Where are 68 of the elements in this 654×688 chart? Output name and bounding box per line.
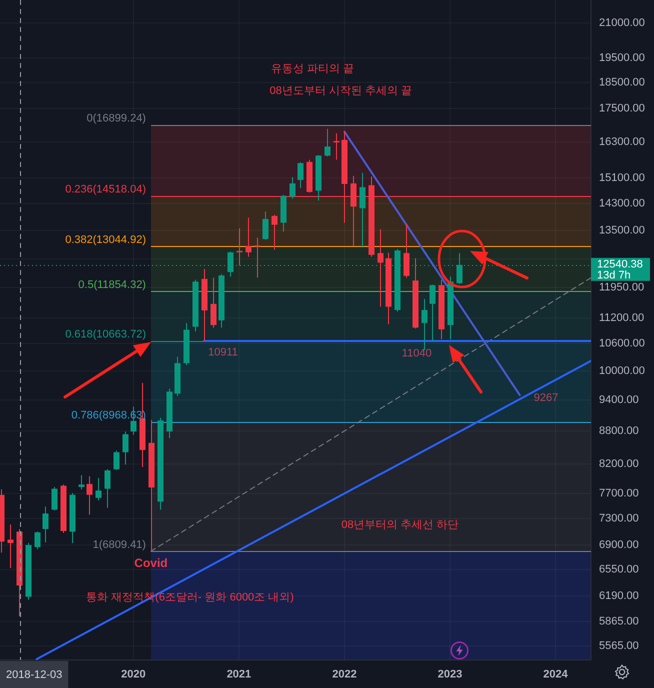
- ref-line-label: 0.382(13044.92): [65, 234, 146, 246]
- candlestick: [104, 468, 110, 508]
- x-tick-label: 2021: [226, 668, 252, 681]
- y-tick-label: 14300.00: [599, 197, 645, 210]
- y-tick-label: 11950.00: [599, 282, 644, 294]
- ref-line-label: 12540.38 13d 7h: [597, 258, 643, 282]
- y-tick-label: 13500.00: [599, 224, 645, 236]
- y-tick-label: 10000.00: [599, 365, 645, 378]
- annotation: 9267: [534, 392, 558, 404]
- ref-line-label: 0.618(10663.72): [65, 328, 146, 340]
- candlestick: [8, 524, 14, 569]
- x-tick-label: 2022: [332, 668, 357, 681]
- candlestick: [272, 214, 278, 250]
- x-tick-label: 2023: [438, 668, 462, 681]
- y-tick-label: 19500.00: [599, 52, 645, 64]
- candlestick: [378, 228, 384, 308]
- y-tick-label: 7700.00: [599, 488, 639, 500]
- candlestick: [334, 132, 340, 160]
- candlestick: [262, 211, 268, 240]
- candlestick: [430, 284, 436, 342]
- annotation: 08년부터의 추세선 하단: [341, 519, 459, 532]
- candlestick: [324, 128, 330, 158]
- y-tick-label: 5565.00: [599, 640, 639, 652]
- candlestick: [298, 162, 304, 189]
- y-tick-label: 9400.00: [599, 394, 639, 406]
- candlestick: [34, 531, 40, 550]
- annotation: Covid: [134, 556, 168, 570]
- y-tick-label: 6900.00: [599, 539, 639, 552]
- y-tick-label: 8800.00: [599, 425, 639, 438]
- ref-line-label: 0.236(14518.04): [65, 184, 146, 196]
- candlestick: [210, 277, 216, 328]
- candlestick: [246, 217, 252, 258]
- candlestick: [404, 224, 410, 278]
- candlestick: [236, 228, 242, 266]
- y-tick-label: 10600.00: [599, 338, 645, 350]
- annotation: 11040: [402, 347, 432, 360]
- candlestick: [360, 172, 366, 248]
- y-tick-label: 17500.00: [599, 102, 645, 115]
- candlestick: [290, 176, 296, 200]
- ref-line-label: 0.5(11854.32): [78, 278, 146, 291]
- y-tick-label: 6550.00: [599, 563, 639, 576]
- y-tick-label: 5865.00: [599, 615, 639, 628]
- ref-line-label: 0(16899.24): [86, 112, 146, 125]
- candlestick: [42, 506, 48, 543]
- candlestick: [122, 431, 128, 466]
- ref-line-label: 2018-12-03: [6, 669, 62, 682]
- candlestick: [52, 486, 58, 511]
- y-tick-label: 7300.00: [599, 512, 639, 525]
- annotation: 10911: [208, 346, 238, 358]
- candlestick: [96, 478, 102, 501]
- candlestick: [228, 251, 234, 278]
- candlestick: [254, 237, 260, 278]
- candlestick: [114, 450, 120, 470]
- annotation: 유동성 파티의 끝: [270, 63, 354, 76]
- annotation: 08년도부터 시작된 추세의 끝: [270, 85, 412, 98]
- candlestick: [78, 474, 84, 490]
- y-tick-label: 21000.00: [599, 17, 645, 30]
- y-tick-label: 15100.00: [599, 172, 645, 184]
- x-tick-label: 2024: [543, 668, 569, 681]
- y-tick-label: 11200.00: [599, 312, 644, 324]
- y-tick-label: 8200.00: [599, 458, 639, 470]
- ref-line-label: 1(6809.41): [92, 538, 146, 551]
- candlestick: [86, 476, 92, 516]
- y-tick-label: 18500.00: [599, 76, 645, 89]
- y-tick-label: 6190.00: [599, 590, 639, 602]
- x-tick-label: 2020: [121, 668, 146, 681]
- candlestick: [422, 298, 428, 350]
- y-tick-label: 16300.00: [599, 136, 645, 148]
